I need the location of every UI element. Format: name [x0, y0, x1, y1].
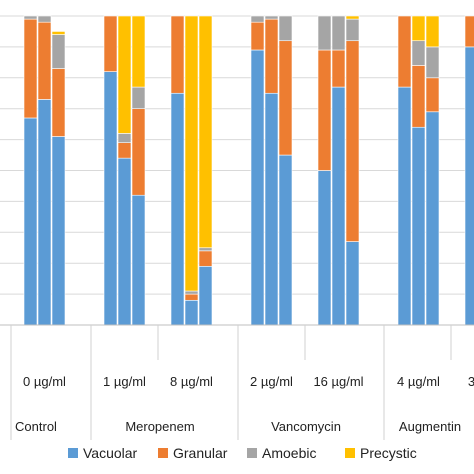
bar-control-0-g-ml-2-vacuolar: [37, 99, 52, 326]
legend-swatch-precystic: [345, 448, 355, 458]
bar-augmentin-3-1-vacuolar: [464, 46, 474, 326]
bar-vancomycin-2-g-ml-2-granular: [264, 18, 279, 94]
bar-meropenem-8-g-ml-2-amoebic: [184, 290, 199, 295]
bar-augmentin-4-g-ml-1-granular: [397, 15, 412, 88]
bar-control-0-g-ml-3-vacuolar: [51, 136, 66, 326]
bar-meropenem-1-g-ml-3-granular: [131, 108, 146, 196]
bar-vancomycin-2-g-ml-3-amoebic: [278, 15, 293, 42]
group-label-vancomycin: Vancomycin: [271, 419, 341, 434]
bar-vancomycin-16-g-ml-2-vacuolar: [331, 86, 346, 326]
bar-vancomycin-2-g-ml-1-amoebic: [250, 15, 265, 23]
bar-control-0-g-ml-2-amoebic: [37, 15, 52, 23]
bar-meropenem-8-g-ml-2-vacuolar: [184, 299, 199, 326]
legend-swatch-vacuolar: [68, 448, 78, 458]
group-label-augmentin: Augmentin: [399, 419, 461, 434]
legend-label-amoebic: Amoebic: [262, 445, 316, 461]
dose-label: 3: [468, 374, 474, 389]
bar-meropenem-1-g-ml-2-amoebic: [117, 133, 132, 143]
bars: [23, 15, 474, 326]
bar-meropenem-8-g-ml-3-precystic: [198, 15, 213, 249]
bar-augmentin-4-g-ml-2-precystic: [411, 15, 426, 42]
bar-vancomycin-2-g-ml-1-granular: [250, 21, 265, 51]
bar-meropenem-8-g-ml-3-amoebic: [198, 247, 213, 252]
bar-augmentin-4-g-ml-2-vacuolar: [411, 126, 426, 326]
bar-vancomycin-2-g-ml-3-vacuolar: [278, 154, 293, 326]
bar-control-0-g-ml-3-granular: [51, 68, 66, 137]
bar-meropenem-8-g-ml-2-granular: [184, 293, 199, 301]
bar-meropenem-8-g-ml-3-vacuolar: [198, 265, 213, 326]
bar-vancomycin-16-g-ml-3-precystic: [345, 15, 360, 20]
legend-label-granular: Granular: [173, 445, 228, 461]
bar-vancomycin-16-g-ml-3-granular: [345, 40, 360, 242]
bar-augmentin-4-g-ml-1-vacuolar: [397, 86, 412, 326]
bar-vancomycin-2-g-ml-1-vacuolar: [250, 49, 265, 326]
dose-label: 8 µg/ml: [170, 374, 213, 389]
bar-vancomycin-16-g-ml-2-granular: [331, 49, 346, 88]
bar-augmentin-4-g-ml-2-amoebic: [411, 40, 426, 66]
bar-vancomycin-2-g-ml-2-vacuolar: [264, 92, 279, 326]
bar-meropenem-1-g-ml-2-granular: [117, 142, 132, 159]
bar-meropenem-1-g-ml-1-vacuolar: [103, 71, 118, 326]
bar-meropenem-1-g-ml-3-precystic: [131, 15, 146, 88]
dose-label: 16 µg/ml: [313, 374, 363, 389]
dose-label: 2 µg/ml: [250, 374, 293, 389]
bar-control-0-g-ml-1-vacuolar: [23, 117, 38, 326]
legend-label-vacuolar: Vacuolar: [83, 445, 138, 461]
bar-meropenem-1-g-ml-1-granular: [103, 15, 118, 72]
legend-swatch-granular: [158, 448, 168, 458]
group-label-control: Control: [15, 419, 57, 434]
bar-vancomycin-16-g-ml-2-amoebic: [331, 15, 346, 51]
bar-meropenem-8-g-ml-1-granular: [170, 15, 185, 94]
dose-label: 1 µg/ml: [103, 374, 146, 389]
bar-control-0-g-ml-2-granular: [37, 21, 52, 100]
bar-augmentin-4-g-ml-3-amoebic: [425, 46, 440, 79]
bar-augmentin-4-g-ml-2-granular: [411, 65, 426, 128]
bar-augmentin-4-g-ml-3-precystic: [425, 15, 440, 48]
bar-vancomycin-2-g-ml-2-amoebic: [264, 15, 279, 20]
bar-meropenem-1-g-ml-2-vacuolar: [117, 157, 132, 326]
bar-control-0-g-ml-3-amoebic: [51, 34, 66, 69]
category-axis: 0 µg/ml 1 µg/ml 8 µg/ml 2 µg/ml 16 µg/ml 4 µg…: [0, 324, 474, 440]
bar-meropenem-1-g-ml-3-amoebic: [131, 86, 146, 109]
bar-control-0-g-ml-1-granular: [23, 18, 38, 119]
legend-swatch-amoebic: [247, 448, 257, 458]
bar-augmentin-4-g-ml-3-granular: [425, 77, 440, 113]
bar-meropenem-1-g-ml-2-precystic: [117, 15, 132, 134]
bar-meropenem-8-g-ml-1-vacuolar: [170, 92, 185, 326]
bar-control-0-g-ml-3-precystic: [51, 31, 66, 35]
legend: Vacuolar Granular Amoebic Precystic: [68, 445, 417, 461]
bar-meropenem-1-g-ml-3-vacuolar: [131, 194, 146, 326]
bar-augmentin-4-g-ml-3-vacuolar: [425, 111, 440, 326]
bar-vancomycin-16-g-ml-1-vacuolar: [317, 170, 332, 326]
group-label-meropenem: Meropenem: [125, 419, 194, 434]
legend-label-precystic: Precystic: [360, 445, 417, 461]
bar-meropenem-8-g-ml-3-granular: [198, 250, 213, 267]
bar-vancomycin-16-g-ml-3-amoebic: [345, 18, 360, 42]
dose-label: 4 µg/ml: [397, 374, 440, 389]
bar-vancomycin-16-g-ml-1-granular: [317, 49, 332, 171]
bar-vancomycin-2-g-ml-3-granular: [278, 40, 293, 156]
bar-vancomycin-16-g-ml-3-vacuolar: [345, 241, 360, 326]
bar-meropenem-8-g-ml-2-precystic: [184, 15, 199, 292]
dose-label: 0 µg/ml: [23, 374, 66, 389]
bar-vancomycin-16-g-ml-1-amoebic: [317, 15, 332, 51]
gridlines: [0, 15, 474, 326]
bar-control-0-g-ml-1-amoebic: [23, 15, 38, 20]
bar-augmentin-3-1-granular: [464, 15, 474, 48]
